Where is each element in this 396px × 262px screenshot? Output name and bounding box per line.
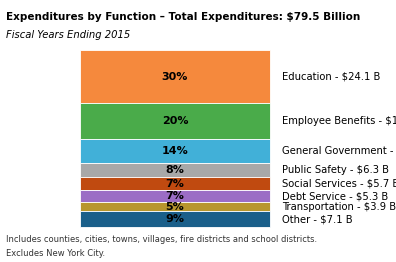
Text: 30%: 30% bbox=[162, 72, 188, 81]
Bar bbox=[80, 103, 270, 139]
Bar bbox=[80, 139, 270, 163]
Text: 14%: 14% bbox=[162, 146, 188, 156]
Text: Education - $24.1 B: Education - $24.1 B bbox=[282, 72, 381, 81]
Text: 7%: 7% bbox=[166, 191, 185, 201]
Bar bbox=[80, 50, 270, 103]
Text: Other - $7.1 B: Other - $7.1 B bbox=[282, 214, 352, 224]
Text: Debt Service - $5.3 B: Debt Service - $5.3 B bbox=[282, 191, 388, 201]
Text: Transportation - $3.9 B: Transportation - $3.9 B bbox=[282, 202, 396, 212]
Text: 7%: 7% bbox=[166, 179, 185, 189]
Text: Fiscal Years Ending 2015: Fiscal Years Ending 2015 bbox=[6, 30, 130, 40]
Text: 5%: 5% bbox=[166, 202, 185, 212]
Text: 9%: 9% bbox=[166, 214, 185, 224]
Bar bbox=[80, 190, 270, 202]
Bar bbox=[80, 163, 270, 177]
Text: Public Safety - $6.3 B: Public Safety - $6.3 B bbox=[282, 165, 389, 175]
Bar bbox=[80, 202, 270, 211]
Bar bbox=[80, 211, 270, 227]
Text: Employee Benefits - $15.7 B: Employee Benefits - $15.7 B bbox=[282, 116, 396, 126]
Text: General Government - $11.4 B: General Government - $11.4 B bbox=[282, 146, 396, 156]
Text: Social Services - $5.7 B: Social Services - $5.7 B bbox=[282, 179, 396, 189]
Bar bbox=[80, 177, 270, 190]
Text: Includes counties, cities, towns, villages, fire districts and school districts.: Includes counties, cities, towns, villag… bbox=[6, 235, 317, 244]
Text: Excludes New York City.: Excludes New York City. bbox=[6, 249, 105, 258]
Text: 20%: 20% bbox=[162, 116, 188, 126]
Text: Expenditures by Function – Total Expenditures: $79.5 Billion: Expenditures by Function – Total Expendi… bbox=[6, 12, 360, 22]
Text: 8%: 8% bbox=[166, 165, 185, 175]
